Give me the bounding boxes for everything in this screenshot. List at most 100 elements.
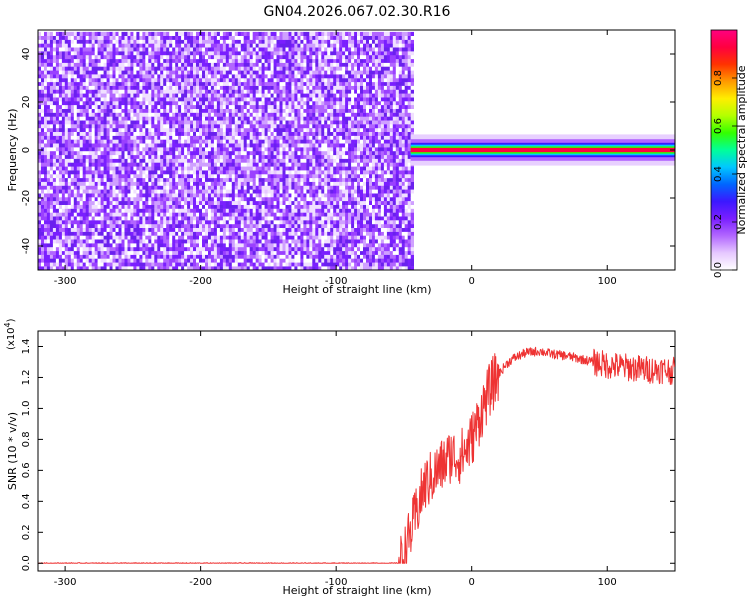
heatmap-cell — [163, 189, 167, 194]
heatmap-cell — [205, 120, 209, 125]
heatmap-cell — [112, 124, 116, 129]
heatmap-cell — [127, 181, 131, 186]
heatmap-cell — [118, 154, 122, 159]
heatmap-cell — [196, 143, 200, 148]
heatmap-cell — [127, 62, 131, 67]
heatmap-cell — [267, 227, 271, 232]
heatmap-cell — [106, 250, 110, 255]
heatmap-cell — [73, 97, 78, 102]
heatmap-cell — [270, 243, 274, 248]
heatmap-cell — [76, 254, 81, 259]
heatmap-cell — [133, 220, 137, 225]
heatmap-cell — [82, 151, 86, 156]
heatmap-cell — [249, 200, 253, 205]
heatmap-cell — [38, 81, 42, 86]
heatmap-cell — [106, 89, 110, 94]
heatmap-cell — [225, 143, 230, 148]
heatmap-cell — [142, 51, 146, 56]
heatmap-cell — [41, 243, 45, 248]
heatmap-cell — [190, 208, 194, 213]
heatmap-cell — [58, 216, 63, 221]
heatmap-cell — [270, 227, 274, 232]
heatmap-cell — [148, 35, 152, 40]
heatmap-cell — [55, 131, 60, 136]
heatmap-cell — [73, 43, 78, 48]
heatmap-cell — [178, 101, 182, 106]
heatmap-cell — [97, 204, 101, 209]
heatmap-cell — [169, 254, 173, 259]
heatmap-cell — [231, 55, 236, 60]
heatmap-cell — [216, 104, 221, 109]
heatmap-cell — [106, 181, 110, 186]
heatmap-cell — [261, 174, 265, 179]
heatmap-cell — [193, 197, 197, 202]
heatmap-cell — [106, 35, 110, 40]
heatmap-cell — [97, 74, 101, 79]
heatmap-cell — [82, 81, 86, 86]
heatmap-cell — [127, 112, 131, 117]
heatmap-cell — [208, 227, 212, 232]
heatmap-cell — [85, 177, 89, 182]
heatmap-cell — [264, 166, 268, 171]
heatmap-cell — [85, 120, 89, 125]
heatmap-cell — [210, 220, 215, 225]
heatmap-cell — [222, 43, 227, 48]
heatmap-cell — [252, 220, 256, 225]
heatmap-cell — [61, 58, 66, 63]
heatmap-cell — [103, 185, 107, 190]
heatmap-cell — [187, 204, 191, 209]
heatmap-cell — [85, 174, 89, 179]
heatmap-cell — [79, 204, 83, 209]
heatmap-cell — [258, 239, 262, 244]
heatmap-cell — [70, 200, 75, 205]
heatmap-cell — [103, 35, 107, 40]
heatmap-cell — [94, 47, 98, 52]
heatmap-cell — [196, 185, 200, 190]
heatmap-cell — [127, 243, 131, 248]
heatmap-cell — [213, 58, 218, 63]
figure-title: GN04.2026.067.02.30.R16 — [264, 4, 451, 20]
heatmap-cell — [115, 216, 119, 221]
heatmap-cell — [115, 112, 119, 117]
heatmap-cell — [49, 89, 54, 94]
heatmap-cell — [139, 31, 143, 36]
heatmap-cell — [255, 158, 259, 163]
heatmap-cell — [145, 81, 149, 86]
heatmap-cell — [76, 262, 81, 267]
heatmap-cell — [38, 193, 42, 198]
heatmap-cell — [130, 235, 134, 240]
heatmap-cell — [169, 131, 173, 136]
heatmap-cell — [276, 166, 280, 171]
heatmap-cell — [210, 62, 215, 67]
heatmap-cell — [133, 158, 137, 163]
heatmap-cell — [255, 135, 259, 140]
heatmap-cell — [97, 262, 101, 267]
heatmap-cell — [210, 43, 215, 48]
heatmap-cell — [136, 197, 140, 202]
heatmap-cell — [208, 204, 212, 209]
heatmap-cell — [115, 177, 119, 182]
heatmap-cell — [79, 243, 83, 248]
heatmap-cell — [41, 250, 45, 255]
heatmap-cell — [249, 31, 253, 36]
heatmap-cell — [273, 235, 277, 240]
heatmap-cell — [100, 74, 104, 79]
heatmap-cell — [151, 243, 155, 248]
heatmap-cell — [199, 35, 203, 40]
heatmap-cell — [225, 154, 230, 159]
heatmap-cell — [193, 135, 197, 140]
heatmap-cell — [208, 177, 212, 182]
heatmap-cell — [145, 170, 149, 175]
heatmap-cell — [267, 104, 271, 109]
heatmap-cell — [91, 89, 95, 94]
heatmap-cell — [55, 158, 60, 163]
heatmap-cell — [237, 31, 242, 36]
heatmap-cell — [163, 223, 167, 228]
heatmap-cell — [225, 258, 230, 263]
heatmap-cell — [172, 235, 176, 240]
heatmap-cell — [73, 51, 78, 56]
heatmap-cell — [187, 266, 191, 270]
heatmap-cell — [151, 212, 155, 217]
heatmap-cell — [112, 266, 116, 270]
heatmap-cell — [151, 112, 155, 117]
